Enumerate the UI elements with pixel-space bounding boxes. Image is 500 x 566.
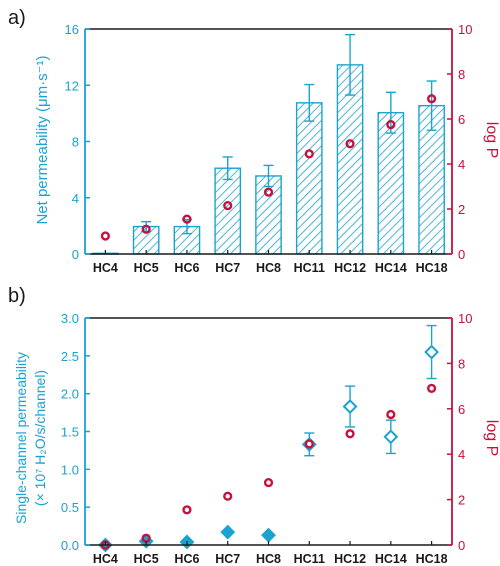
panel-a-bar [295, 102, 323, 255]
panel-b-logp-point [345, 429, 355, 439]
panel-b-diamond-point [424, 344, 440, 360]
panel-b-x-tick-label: HC5 [134, 552, 159, 566]
panel-a-logp-point [345, 139, 355, 149]
panel-b-y2-axis-label: log P [483, 420, 500, 456]
panel-a-logp-point [141, 224, 151, 234]
panel-b-y-tick-label: 3.0 [61, 311, 79, 326]
panel-b-logp-point [223, 491, 233, 501]
panel-b-y2-tick-label: 0 [458, 538, 465, 553]
panel-b-x-tick-label: HC11 [294, 552, 325, 566]
panel-b-logp-point [263, 477, 274, 488]
panel-b-x-tick-label: HC14 [375, 552, 407, 566]
panel-a-y-axis-label: Net permeability (μm·s⁻¹) [34, 55, 51, 224]
panel-b-chart: b) 0.0 0.5 1.0 1.5 2.0 2.5 3.0 0 2 4 6 8 10 HC4 HC5 HC6… [8, 285, 500, 566]
panel-b-y2-tick-label: 4 [458, 447, 465, 462]
panel-a-logp-point [223, 201, 233, 211]
panel-a-y-tick-label: 12 [65, 78, 79, 93]
panel-a-logp-point [304, 149, 314, 159]
panel-a-y2-tick-label: 10 [458, 22, 472, 37]
panel-b-y2-tick-label: 2 [458, 493, 465, 508]
panel-a-x-tick-label: HC7 [215, 261, 240, 275]
panel-a-y2-tick-label: 2 [458, 202, 465, 217]
panel-b-diamond-point [342, 399, 358, 414]
panel-a-x-tick-label: HC14 [375, 261, 407, 275]
panel-a-x-tick-label: HC8 [256, 261, 281, 275]
panel-b-logp-point [182, 505, 192, 515]
panel-a-x-tick-label: HC18 [416, 261, 448, 275]
panel-a-y2-tick-label: 6 [458, 112, 465, 127]
panel-a-y2-tick-label: 8 [458, 67, 465, 82]
panel-b-diamond-point [261, 527, 276, 543]
panel-a-y-tick-label: 8 [72, 135, 79, 150]
panel-a-y-tick-label: 16 [65, 22, 79, 37]
panel-a-logp-point [263, 187, 274, 197]
panel-b-label: b) [8, 285, 26, 307]
panel-b-diamond-point [220, 524, 236, 540]
panel-b-y2-tick-label: 8 [458, 356, 465, 371]
panel-b-y-tick-label: 1.5 [61, 425, 79, 440]
panel-a-x-tick-label: HC4 [93, 261, 118, 275]
panel-a-y-tick-label: 4 [72, 191, 79, 206]
panel-a-logp-point [386, 120, 396, 130]
panel-a-label: a) [8, 7, 26, 29]
panel-a-bar [214, 167, 242, 255]
panel-b-y-tick-label: 0.5 [61, 500, 79, 515]
panel-b-x-tick-label: HC4 [93, 552, 118, 566]
panel-b-logp-point [427, 383, 437, 393]
panel-a-y-tick-label: 0 [72, 247, 79, 262]
panel-a-x-tick-label: HC6 [174, 261, 199, 275]
panel-a-chart: a) 0 4 8 12 16 0 2 4 6 8 10 HC4 HC5 HC6 HC7 HC8 HC11 HC12… [8, 7, 500, 275]
panel-a-logp-point [427, 94, 437, 104]
panel-b-y2-tick-label: 10 [458, 311, 472, 326]
panel-b-x-tick-label: HC8 [256, 552, 281, 566]
panel-b-y-tick-label: 1.0 [61, 462, 79, 477]
panel-b-y-axis-label-line1: Single-channel permeability [13, 352, 29, 524]
panel-a-x-tick-label: HC11 [294, 261, 325, 275]
panel-b-x-tick-label: HC7 [215, 552, 240, 566]
panel-b-logp-point [304, 439, 314, 449]
panel-b-y-tick-label: 0.0 [61, 538, 79, 553]
panel-b-y-tick-label: 2.0 [61, 387, 79, 402]
panel-b-logp-point [386, 409, 396, 420]
panel-b-diamond-point [383, 429, 399, 445]
panel-b-y2-tick-label: 6 [458, 402, 465, 417]
panel-a-y2-tick-label: 4 [458, 157, 465, 172]
panel-b-x-tick-label: HC12 [334, 552, 366, 566]
panel-b-y-axis-label-line2: (× 10⁷ H₂O/s/channel) [32, 370, 48, 506]
panel-a-x-tick-label: HC5 [134, 261, 159, 275]
panel-b-y-tick-label: 2.5 [61, 349, 79, 364]
panel-a-y2-tick-label: 0 [458, 247, 465, 262]
panel-b-x-tick-label: HC18 [416, 552, 448, 566]
panel-a-y2-axis-label: log P [483, 122, 500, 158]
panel-a-logp-point [182, 214, 192, 224]
panel-a-logp-point [100, 231, 110, 241]
panel-a-x-tick-label: HC12 [334, 261, 366, 275]
panel-a-bar [377, 111, 405, 255]
panel-b-x-tick-label: HC6 [174, 552, 199, 566]
